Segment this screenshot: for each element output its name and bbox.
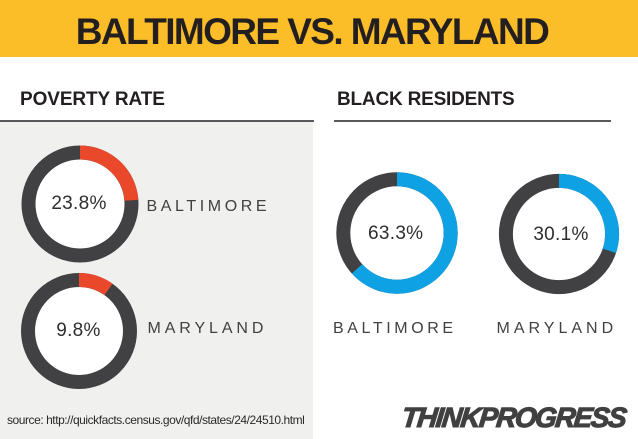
svg-text:THINKPROGRESS: THINKPROGRESS	[400, 402, 629, 433]
